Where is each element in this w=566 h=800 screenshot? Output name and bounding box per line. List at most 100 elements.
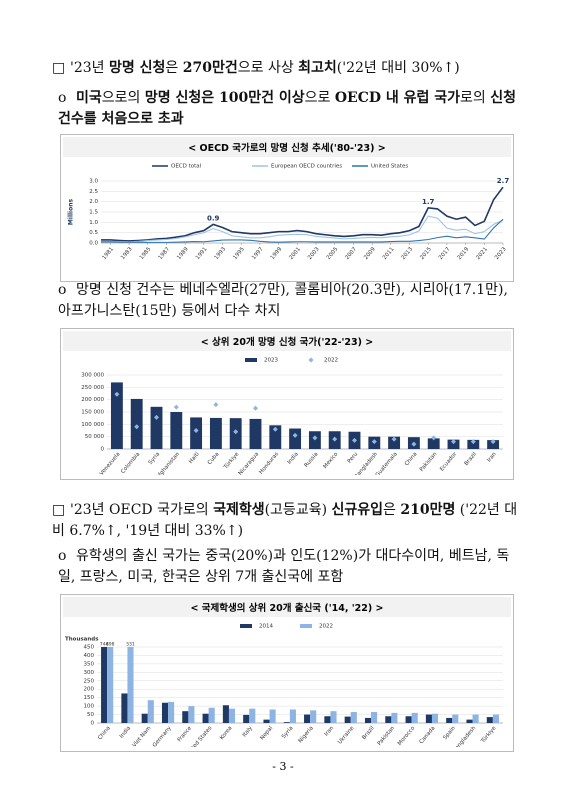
y-tick-label: 100 000 bbox=[81, 422, 104, 428]
x-tick-label: Canada bbox=[419, 725, 437, 745]
y-tick-label: 150 bbox=[84, 695, 95, 701]
bar bbox=[310, 710, 317, 723]
chart-plot: 0 50 100 150 200 250 300 350 400 450 Thousands 2014… bbox=[65, 624, 503, 758]
text-run: 210만명 bbox=[400, 502, 456, 518]
paragraph: o 망명 신청 건수는 베네수엘라(27만), 콜롬비아(20.3만), 시리아(… bbox=[58, 280, 520, 322]
x-tick-label: 2003 bbox=[307, 246, 321, 261]
x-tick-label: 2017 bbox=[438, 246, 452, 261]
text-run: 신청 건수를 처음으로 초과 bbox=[58, 90, 516, 127]
text-run: 미국 bbox=[76, 90, 102, 106]
x-tick-label: 1999 bbox=[270, 246, 284, 261]
point bbox=[411, 441, 417, 447]
y-tick-label: 300 bbox=[84, 670, 95, 676]
bar bbox=[269, 709, 276, 723]
point bbox=[193, 428, 199, 433]
line-series bbox=[101, 218, 504, 243]
bar bbox=[330, 711, 337, 723]
x-tick-label: 1989 bbox=[176, 246, 190, 261]
text-run: 으로의 bbox=[101, 90, 145, 106]
chart: < 상위 20개 망명 신청 국가('22-'23) > 0 50 000 100 0… bbox=[60, 328, 514, 480]
y-tick-label: 400 bbox=[84, 653, 95, 659]
x-tick-label: 1981 bbox=[101, 246, 115, 261]
bullet: o bbox=[58, 90, 67, 106]
x-tick-label: 2013 bbox=[401, 246, 415, 261]
point bbox=[213, 402, 219, 408]
y-tick-label: 2.0 bbox=[89, 199, 98, 205]
y-tick-label: 250 000 bbox=[81, 385, 104, 391]
text-run: 망명 신청 bbox=[109, 60, 166, 76]
x-tick-label: Iran bbox=[486, 451, 498, 463]
point bbox=[371, 439, 377, 445]
x-tick-label: Pakistan bbox=[377, 725, 397, 747]
x-tick-label: 1987 bbox=[158, 246, 172, 261]
x-tick-label: Germany bbox=[152, 725, 173, 747]
bar bbox=[371, 712, 378, 723]
bar bbox=[391, 712, 398, 723]
text-run: 로의 bbox=[460, 90, 491, 106]
x-tick-label: Italy bbox=[242, 725, 255, 739]
x-tick-label: 1991 bbox=[195, 246, 209, 261]
bar bbox=[141, 713, 148, 723]
x-tick-label: Peru bbox=[347, 451, 359, 464]
point bbox=[292, 432, 298, 438]
x-tick-label: Ukraine bbox=[337, 725, 356, 746]
x-tick-label: 2021 bbox=[475, 246, 489, 261]
y-axis-label: Thousands bbox=[65, 637, 99, 643]
x-tick-label: 2011 bbox=[382, 246, 396, 261]
point bbox=[173, 404, 179, 410]
bar bbox=[190, 417, 203, 449]
text-run: 망명 신청 건수는 베네수엘라(27만), 콜롬비아(20.3만), 시리아(1… bbox=[58, 282, 508, 319]
y-tick-label: 0.5 bbox=[89, 230, 98, 236]
text-run: 유학생의 출신 국가는 중국(20%)과 인도(12%)가 대다수이며, 베트남… bbox=[58, 548, 510, 585]
text-run: ('22년 대비 6.7%↑, '19년 대비 33%↑) bbox=[52, 502, 518, 539]
point bbox=[253, 405, 258, 411]
bar bbox=[467, 439, 480, 449]
point bbox=[134, 424, 140, 430]
bar bbox=[344, 716, 351, 723]
x-tick-label: Türkiye bbox=[480, 725, 498, 745]
x-tick-label: Venezuela bbox=[99, 451, 122, 475]
bar bbox=[385, 716, 392, 723]
legend-label: 2023 bbox=[264, 358, 278, 364]
point bbox=[312, 435, 318, 441]
chart-title: < OECD 국가로의 망명 신청 추세('80-'23) > bbox=[63, 137, 511, 157]
bar bbox=[388, 436, 401, 449]
x-tick-label: Nepal bbox=[259, 725, 274, 741]
bar bbox=[110, 382, 123, 449]
bar bbox=[170, 412, 183, 449]
text-run: 270만건 bbox=[182, 60, 238, 76]
x-tick-label: 2005 bbox=[326, 246, 340, 261]
legend-label: United States bbox=[371, 164, 408, 170]
bullet: □ bbox=[52, 60, 66, 76]
point bbox=[332, 436, 338, 442]
bar bbox=[487, 440, 500, 449]
y-tick-label: 50 000 bbox=[85, 434, 105, 440]
y-tick-label: 1.5 bbox=[89, 210, 98, 216]
x-tick-label: Colombia bbox=[120, 451, 141, 475]
x-tick-label: 1983 bbox=[120, 246, 134, 261]
line-series bbox=[101, 215, 504, 243]
bar bbox=[101, 647, 108, 723]
bar bbox=[127, 647, 134, 723]
bar bbox=[472, 714, 479, 723]
y-tick-label: 0 bbox=[101, 447, 105, 453]
annotation: 1.7 bbox=[422, 198, 435, 206]
x-tick-label: 2023 bbox=[494, 246, 508, 261]
bar bbox=[364, 717, 372, 723]
legend-label: 2022 bbox=[319, 624, 333, 630]
x-tick-label: Spain bbox=[442, 725, 457, 741]
point bbox=[272, 426, 278, 432]
y-tick-label: 100 bbox=[84, 704, 95, 710]
chart-plot: 0.0 0.5 1.0 1.5 2.0 2.5 3.0 Millions OECD total E… bbox=[68, 164, 510, 261]
text-run: (고등교육) bbox=[264, 502, 328, 518]
legend-swatch bbox=[240, 624, 252, 628]
point bbox=[431, 435, 437, 441]
text-run: '23년 bbox=[70, 60, 109, 76]
x-tick-label: China bbox=[97, 725, 112, 741]
text-run: 신규유입 bbox=[331, 502, 384, 518]
chart-plot: 0 50 000 100 000 150 000 200 000 250 000 300 0… bbox=[81, 357, 503, 480]
x-tick-label: 1985 bbox=[139, 246, 153, 261]
point bbox=[114, 391, 120, 397]
text-run: 최고치 bbox=[298, 60, 337, 76]
bar bbox=[249, 708, 256, 723]
